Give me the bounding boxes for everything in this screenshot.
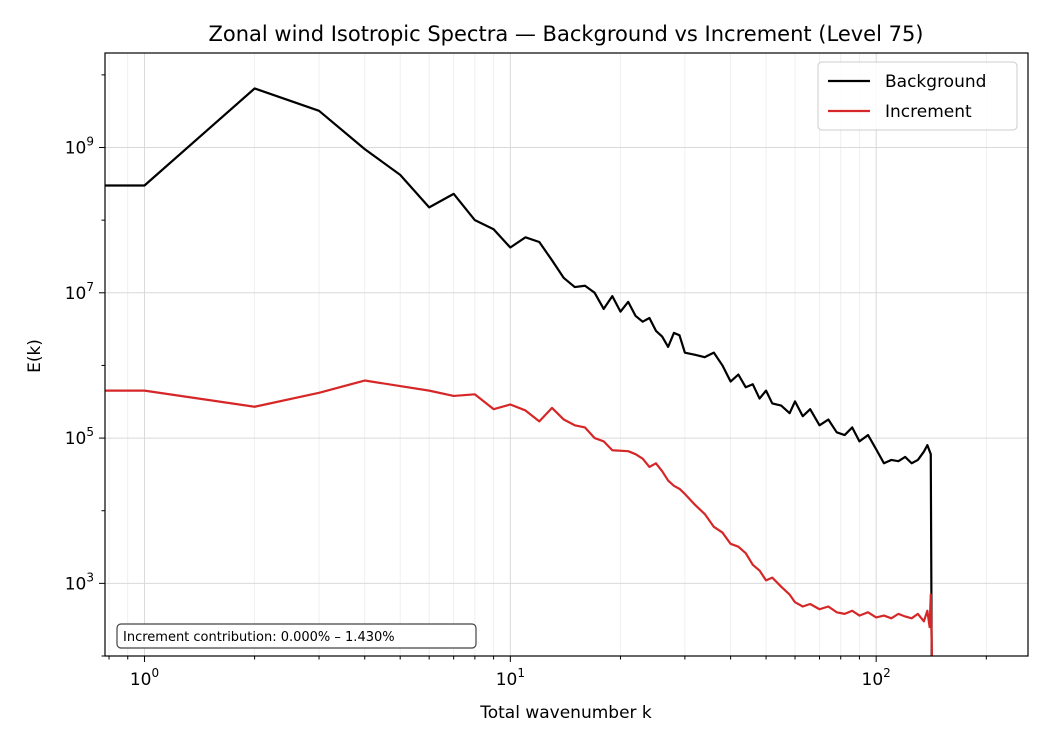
y-tick-label: 103: [65, 570, 94, 594]
plot-frame: [104, 52, 1029, 657]
x-tick-label: 101: [496, 666, 525, 690]
y-tick-label: 105: [65, 425, 94, 449]
series-line-background: [105, 87, 933, 656]
increment-contribution-note: Increment contribution: 0.000% – 1.430%: [123, 630, 395, 645]
series-line-increment: [105, 379, 933, 656]
legend-label-increment: Increment: [885, 102, 972, 122]
y-tick-label: 109: [65, 135, 94, 159]
axis-ticks: 100 101 102 103 105 107 109: [65, 74, 987, 690]
grid-lines: [105, 53, 1028, 656]
legend: Background Increment: [817, 61, 1018, 131]
series-lines: [105, 87, 933, 656]
annotation-box: Increment contribution: 0.000% – 1.430%: [116, 623, 477, 649]
legend-box: [817, 61, 1018, 131]
x-tick-label: 102: [862, 666, 891, 690]
x-axis-label: Total wavenumber k: [479, 703, 652, 723]
legend-label-background: Background: [885, 72, 986, 92]
y-axis-label: E(k): [25, 339, 45, 373]
x-tick-label: 100: [130, 666, 159, 690]
annotation-frame: [116, 623, 477, 649]
y-tick-label: 107: [65, 280, 94, 304]
chart-title: Zonal wind Isotropic Spectra — Backgroun…: [208, 22, 923, 46]
